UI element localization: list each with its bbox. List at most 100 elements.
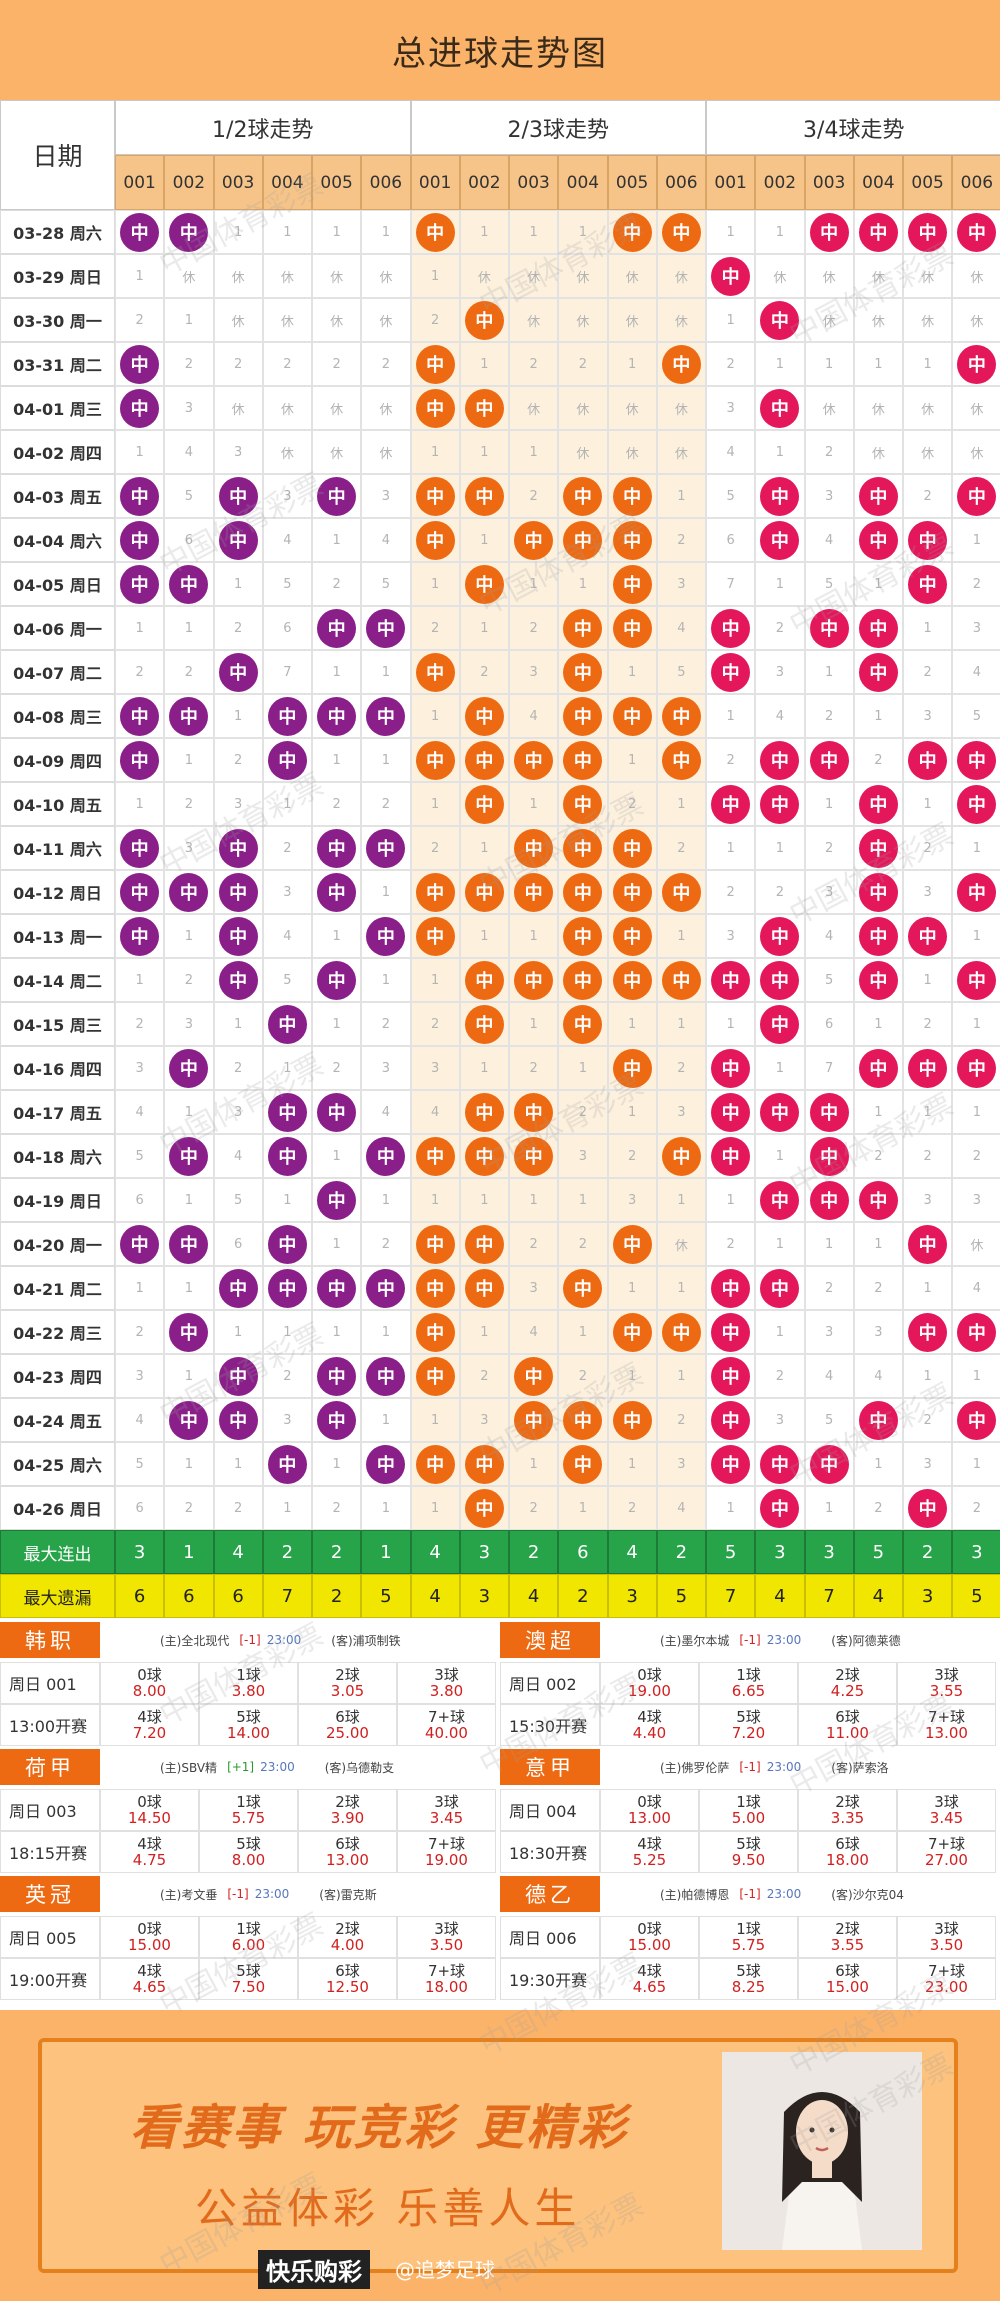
odds-option[interactable]: 0球 14.50 bbox=[100, 1789, 199, 1831]
grid-cell: 休 bbox=[656, 430, 706, 474]
odds-option[interactable]: 3球 3.80 bbox=[397, 1662, 496, 1704]
odds-option[interactable]: 6球 25.00 bbox=[298, 1704, 397, 1746]
goal-count-label: 5球 bbox=[236, 1707, 261, 1726]
odds-option[interactable]: 0球 15.00 bbox=[600, 1916, 699, 1958]
grid-cell: 中 bbox=[706, 1134, 756, 1178]
odds-option[interactable]: 2球 3.35 bbox=[798, 1789, 897, 1831]
hit-ball: 中 bbox=[858, 476, 898, 516]
odds-option[interactable]: 1球 6.00 bbox=[199, 1916, 298, 1958]
grid-cell: 1 bbox=[459, 1046, 509, 1090]
odds-option[interactable]: 3球 3.45 bbox=[397, 1789, 496, 1831]
odds-option[interactable]: 1球 5.75 bbox=[699, 1916, 798, 1958]
hit-ball: 中 bbox=[661, 344, 701, 384]
goal-count-label: 1球 bbox=[236, 1665, 261, 1684]
hit-ball: 中 bbox=[957, 1048, 997, 1088]
odds-option[interactable]: 6球 15.00 bbox=[798, 1958, 897, 2000]
odds-option[interactable]: 5球 14.00 bbox=[199, 1704, 298, 1746]
grid-cell: 休 bbox=[607, 254, 657, 298]
hit-ball: 中 bbox=[366, 828, 406, 868]
banner-tagline: 公益体彩 乐善人生 bbox=[195, 2184, 581, 2233]
odds-option[interactable]: 4球 4.65 bbox=[100, 1958, 199, 2000]
odds-option[interactable]: 7+球 19.00 bbox=[397, 1831, 496, 1873]
odds-option[interactable]: 4球 4.65 bbox=[600, 1958, 699, 2000]
grid-cell: 中 bbox=[164, 694, 214, 738]
grid-cell: 1 bbox=[509, 1178, 559, 1222]
hit-ball: 中 bbox=[120, 1224, 160, 1264]
goal-count-label: 0球 bbox=[637, 1919, 662, 1938]
grid-cell: 1 bbox=[115, 606, 165, 650]
odds-option[interactable]: 2球 3.55 bbox=[798, 1916, 897, 1958]
odds-option[interactable]: 7+球 40.00 bbox=[397, 1704, 496, 1746]
hit-ball: 中 bbox=[612, 696, 652, 736]
hit-ball: 中 bbox=[514, 960, 554, 1000]
match-number-header: 001 bbox=[115, 155, 165, 210]
odds-option[interactable]: 6球 13.00 bbox=[298, 1831, 397, 1873]
grid-cell: 中 bbox=[706, 650, 756, 694]
odds-option[interactable]: 2球 4.25 bbox=[798, 1662, 897, 1704]
odds-option[interactable]: 2球 3.90 bbox=[298, 1789, 397, 1831]
goal-count-label: 5球 bbox=[236, 1834, 261, 1853]
odds-option[interactable]: 4球 5.25 bbox=[600, 1831, 699, 1873]
brand-logo-text: 快乐购彩 bbox=[258, 2250, 370, 2289]
grid-cell: 中 bbox=[509, 518, 559, 562]
away-team: (客)雷克斯 bbox=[319, 1887, 377, 1902]
odds-option[interactable]: 5球 9.50 bbox=[699, 1831, 798, 1873]
grid-cell: 3 bbox=[804, 1310, 854, 1354]
odds-option[interactable]: 1球 3.80 bbox=[199, 1662, 298, 1704]
grid-cell: 3 bbox=[903, 1178, 953, 1222]
hit-ball: 中 bbox=[908, 740, 948, 780]
match-number-header: 003 bbox=[213, 155, 263, 210]
grid-cell: 中 bbox=[558, 694, 608, 738]
odds-option[interactable]: 6球 12.50 bbox=[298, 1958, 397, 2000]
odds-option[interactable]: 7+球 13.00 bbox=[897, 1704, 996, 1746]
odds-option[interactable]: 1球 6.65 bbox=[699, 1662, 798, 1704]
grid-cell: 4 bbox=[361, 1090, 411, 1134]
odds-value: 7.20 bbox=[132, 1724, 167, 1742]
odds-option[interactable]: 7+球 23.00 bbox=[897, 1958, 996, 2000]
odds-option[interactable]: 0球 15.00 bbox=[100, 1916, 199, 1958]
odds-option[interactable]: 5球 7.50 bbox=[199, 1958, 298, 2000]
grid-cell: 3 bbox=[755, 1398, 805, 1442]
odds-option[interactable]: 7+球 27.00 bbox=[897, 1831, 996, 1873]
odds-option[interactable]: 2球 3.05 bbox=[298, 1662, 397, 1704]
odds-option[interactable]: 7+球 18.00 bbox=[397, 1958, 496, 2000]
grid-cell: 1 bbox=[755, 1222, 805, 1266]
grid-cell: 中 bbox=[853, 1046, 903, 1090]
goal-count-label: 1球 bbox=[736, 1665, 761, 1684]
odds-option[interactable]: 4球 4.40 bbox=[600, 1704, 699, 1746]
group-header-3: 3/4球走势 bbox=[706, 100, 1000, 155]
grid-cell: 中 bbox=[312, 826, 362, 870]
grid-cell: 2 bbox=[755, 870, 805, 914]
grid-cell: 1 bbox=[607, 738, 657, 782]
odds-option[interactable]: 5球 8.00 bbox=[199, 1831, 298, 1873]
odds-option[interactable]: 3球 3.55 bbox=[897, 1662, 996, 1704]
odds-option[interactable]: 4球 4.75 bbox=[100, 1831, 199, 1873]
grid-cell: 1 bbox=[558, 1310, 608, 1354]
date-cell: 04-22 周三 bbox=[0, 1310, 115, 1354]
odds-option[interactable]: 4球 7.20 bbox=[100, 1704, 199, 1746]
hit-ball: 中 bbox=[415, 740, 455, 780]
grid-cell: 中 bbox=[952, 1310, 1000, 1354]
match-kickoff: 18:15开赛 bbox=[0, 1831, 100, 1873]
odds-option[interactable]: 2球 4.00 bbox=[298, 1916, 397, 1958]
odds-option[interactable]: 3球 3.50 bbox=[397, 1916, 496, 1958]
odds-option[interactable]: 0球 19.00 bbox=[600, 1662, 699, 1704]
hit-ball: 中 bbox=[612, 1224, 652, 1264]
hit-ball: 中 bbox=[415, 520, 455, 560]
odds-option[interactable]: 5球 7.20 bbox=[699, 1704, 798, 1746]
grid-cell: 中 bbox=[903, 1222, 953, 1266]
odds-option[interactable]: 5球 8.25 bbox=[699, 1958, 798, 2000]
odds-option[interactable]: 6球 18.00 bbox=[798, 1831, 897, 1873]
odds-option[interactable]: 1球 5.00 bbox=[699, 1789, 798, 1831]
grid-cell: 4 bbox=[656, 606, 706, 650]
odds-option[interactable]: 1球 5.75 bbox=[199, 1789, 298, 1831]
match-number-header: 004 bbox=[558, 155, 608, 210]
odds-option[interactable]: 0球 8.00 bbox=[100, 1662, 199, 1704]
odds-option[interactable]: 6球 11.00 bbox=[798, 1704, 897, 1746]
odds-option[interactable]: 0球 13.00 bbox=[600, 1789, 699, 1831]
hit-ball: 中 bbox=[514, 1136, 554, 1176]
odds-value: 6.65 bbox=[731, 1682, 766, 1700]
grid-cell: 中 bbox=[558, 650, 608, 694]
odds-option[interactable]: 3球 3.45 bbox=[897, 1789, 996, 1831]
odds-option[interactable]: 3球 3.50 bbox=[897, 1916, 996, 1958]
